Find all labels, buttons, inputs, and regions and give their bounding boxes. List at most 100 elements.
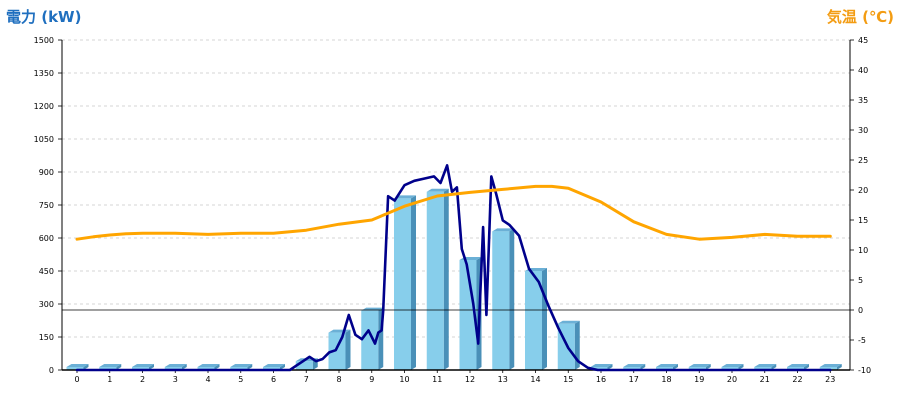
bar-top <box>688 364 711 367</box>
bar-side <box>836 364 842 370</box>
left-tick-label: 1350 <box>34 69 54 78</box>
right-tick-label: 15 <box>858 216 868 225</box>
power-line <box>75 164 832 372</box>
x-tick-label: 15 <box>563 375 573 384</box>
left-tick-label: 300 <box>39 300 54 309</box>
bar-top <box>66 364 89 367</box>
bar-side <box>345 329 351 370</box>
bar-top <box>557 320 580 324</box>
x-tick-label: 6 <box>271 375 276 384</box>
x-tick-label: 8 <box>336 375 341 384</box>
bar-top <box>721 364 744 367</box>
right-tick-label: 5 <box>858 276 863 285</box>
x-tick-label: 14 <box>530 375 540 384</box>
power-bar <box>361 310 379 370</box>
right-tick-label: -5 <box>858 336 866 345</box>
bar-side <box>280 364 285 370</box>
right-tick-label: 25 <box>858 156 868 165</box>
power-bar <box>656 367 673 370</box>
power-bar <box>819 367 837 370</box>
right-tick-label: -10 <box>858 366 871 375</box>
right-tick-label: 10 <box>858 246 868 255</box>
left-axis-title: 電力 (kW) <box>6 8 82 26</box>
x-tick-label: 17 <box>629 375 639 384</box>
right-tick-label: 45 <box>858 36 868 45</box>
power-bar <box>721 367 739 370</box>
left-tick-label: 600 <box>39 234 54 243</box>
right-tick-label: 0 <box>858 306 863 315</box>
bar-top <box>426 188 449 192</box>
bar-top <box>230 364 253 367</box>
bar-side <box>181 364 187 370</box>
right-tick-label: 35 <box>858 96 868 105</box>
bar-side <box>804 364 809 370</box>
x-tick-label: 2 <box>140 375 145 384</box>
bar-top <box>819 364 842 367</box>
x-tick-label: 20 <box>727 375 737 384</box>
bar-top <box>394 195 416 199</box>
x-tick-label: 21 <box>760 375 770 384</box>
x-tick-label: 9 <box>369 375 374 384</box>
x-tick-label: 23 <box>825 375 835 384</box>
power-bar <box>623 367 641 370</box>
left-tick-label: 750 <box>39 201 54 210</box>
bar-top <box>99 364 122 367</box>
bar-side <box>411 195 416 370</box>
left-tick-label: 1200 <box>34 102 54 111</box>
x-tick-label: 13 <box>498 375 508 384</box>
x-tick-label: 19 <box>694 375 704 384</box>
x-tick-label: 11 <box>432 375 442 384</box>
power-bar <box>426 191 444 370</box>
left-tick-label: 1500 <box>34 36 54 45</box>
power-bar <box>492 231 510 370</box>
left-tick-label: 900 <box>39 168 54 177</box>
line-series <box>75 164 832 372</box>
power-bar <box>230 367 248 370</box>
power-bar <box>787 367 804 370</box>
bar-side <box>607 364 613 370</box>
x-tick-label: 16 <box>596 375 606 384</box>
x-tick-label: 3 <box>173 375 178 384</box>
bar-side <box>247 364 253 370</box>
power-bar <box>459 260 477 370</box>
left-tick-label: 450 <box>39 267 54 276</box>
right-axis-title: 気温 (℃) <box>826 8 894 26</box>
power-bar <box>754 367 772 370</box>
right-tick-label: 30 <box>858 126 868 135</box>
power-bar <box>688 367 706 370</box>
x-tick-label: 12 <box>465 375 475 384</box>
x-tick-label: 10 <box>399 375 409 384</box>
power-bar <box>164 367 182 370</box>
left-tick-label: 150 <box>39 333 54 342</box>
tick-labels: 0 150 300 450 600 750 900 1050 1200 1350 1500 -10 -5… <box>34 36 871 384</box>
bar-top <box>263 364 285 367</box>
x-tick-label: 1 <box>107 375 112 384</box>
power-bar <box>295 361 313 370</box>
power-bar <box>263 367 280 370</box>
x-tick-label: 18 <box>661 375 671 384</box>
power-bar <box>66 367 84 370</box>
power-bar <box>525 271 542 370</box>
bar-side <box>214 364 220 370</box>
power-bar <box>197 367 215 370</box>
power-bar <box>394 198 411 370</box>
left-tick-label: 1050 <box>34 135 54 144</box>
right-tick-label: 20 <box>858 186 868 195</box>
right-tick-label: 40 <box>858 66 868 75</box>
bar-side <box>542 268 547 370</box>
bar-top <box>492 228 515 232</box>
bar-side <box>149 364 154 370</box>
x-tick-label: 5 <box>238 375 243 384</box>
x-tick-label: 7 <box>304 375 309 384</box>
bar-side <box>673 364 678 370</box>
bar-top <box>590 364 613 367</box>
bar-side <box>640 364 646 370</box>
x-tick-label: 22 <box>792 375 802 384</box>
bar-side <box>116 364 122 370</box>
bar-side <box>738 364 744 370</box>
x-tick-label: 4 <box>205 375 210 384</box>
power-bar <box>590 367 608 370</box>
bar-top <box>197 364 220 367</box>
bar-top <box>787 364 809 367</box>
